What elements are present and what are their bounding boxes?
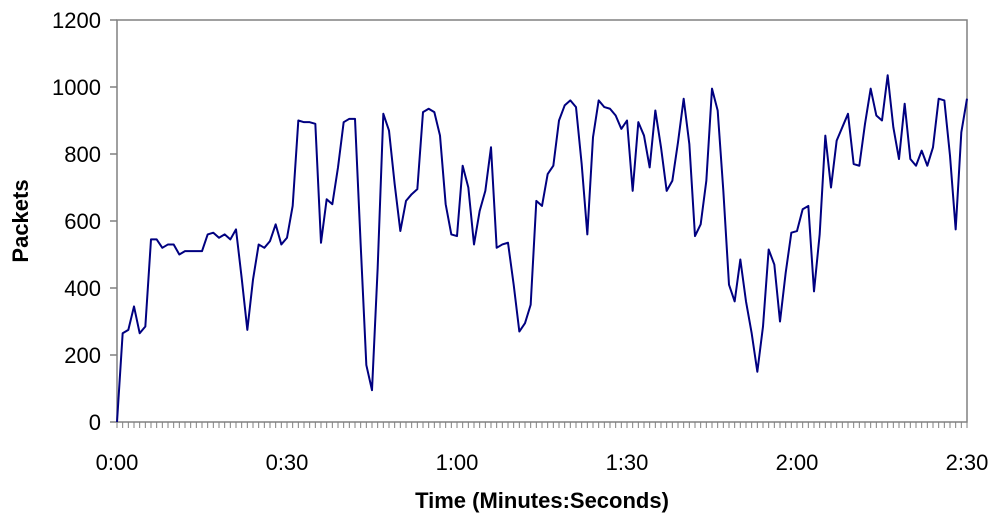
- x-tick-label: 1:00: [436, 450, 479, 475]
- y-tick-label: 400: [64, 276, 101, 301]
- x-tick-label: 0:00: [96, 450, 139, 475]
- y-tick-label: 200: [64, 343, 101, 368]
- y-tick-label: 1000: [52, 75, 101, 100]
- x-tick-label: 2:00: [776, 450, 819, 475]
- x-axis-title: Time (Minutes:Seconds): [415, 488, 669, 513]
- x-tick-label: 0:30: [266, 450, 309, 475]
- x-axis: 0:00 0:30 1:00 1:30 2:00 2:30: [96, 422, 989, 475]
- y-tick-label: 1200: [52, 8, 101, 33]
- x-tick-label: 1:30: [606, 450, 649, 475]
- x-tick-label: 2:30: [946, 450, 989, 475]
- y-axis-title: Packets: [8, 179, 33, 262]
- series-layer: [116, 74, 968, 423]
- y-tick-label: 0: [89, 410, 101, 435]
- y-axis: 0 200 400 600 800 1000 1200: [52, 8, 117, 435]
- series-line-packets: [116, 74, 968, 423]
- y-tick-label: 600: [64, 209, 101, 234]
- plot-area: [116, 19, 968, 423]
- y-tick-label: 800: [64, 142, 101, 167]
